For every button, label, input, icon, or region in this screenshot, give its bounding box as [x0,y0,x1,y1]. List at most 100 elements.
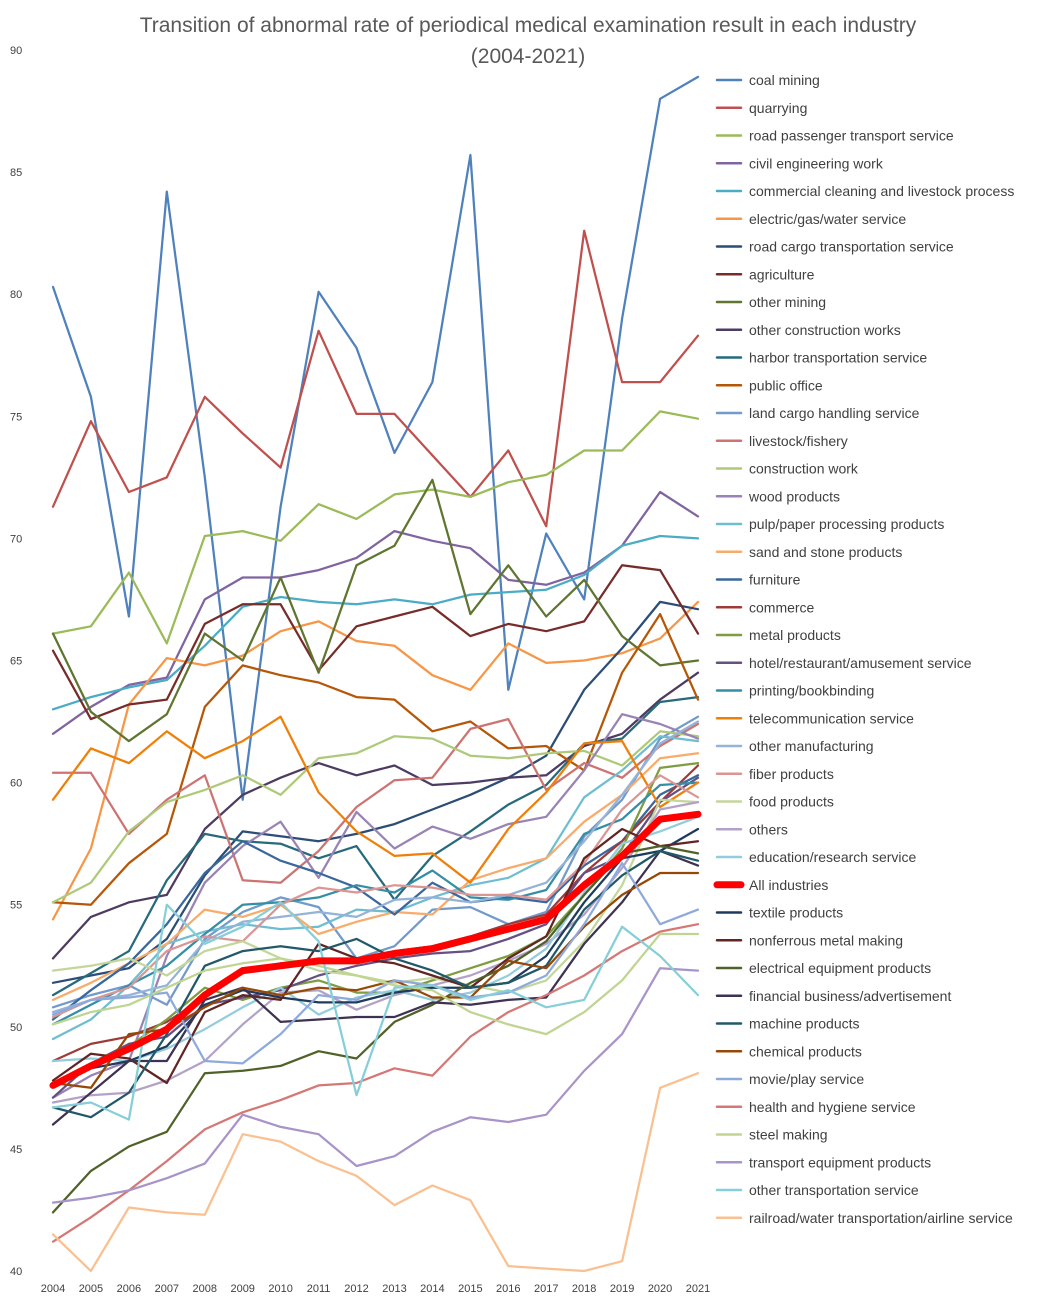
series-line [51,774,700,1021]
legend-entry: other manufacturing [749,738,874,754]
y-tick-label: 55 [10,900,22,912]
legend-entry: movie/play service [749,1071,864,1087]
x-tick-label: 2008 [193,1283,217,1295]
series-line [51,967,700,1204]
legend-entry: railroad/water transportation/airline se… [749,1210,1013,1226]
legend-entry: road cargo transportation service [749,239,954,255]
legend-entry: printing/bookbinding [749,683,874,699]
y-tick-label: 50 [10,1022,22,1034]
y-tick-label: 85 [10,167,22,179]
y-tick-label: 80 [10,289,22,301]
legend-entry: commercial cleaning and livestock proces… [749,183,1014,199]
legend-entry: harbor transportation service [749,350,927,366]
series-line [51,715,700,884]
legend-entry: public office [749,377,823,393]
x-tick-label: 2015 [458,1283,482,1295]
legend-entry: other mining [749,294,826,310]
legend-entry: quarrying [749,100,807,116]
y-axis-tick-labels: 40 45 50 55 60 65 70 75 80 85 90 [10,45,22,1278]
x-axis-tick-labels: 2004 2005 2006 2007 2008 2009 2010 2011 2012 2013… [41,1283,710,1295]
x-tick-label: 2013 [382,1283,406,1295]
legend-entry: nonferrous metal making [749,932,903,948]
legend-entry: furniture [749,572,801,588]
legend-entry: fiber products [749,766,834,782]
x-tick-label: 2007 [155,1283,179,1295]
legend-entry: health and hygiene service [749,1099,916,1115]
series-line [51,827,700,1085]
legend-entry: livestock/fishery [749,433,848,449]
series-line [49,810,702,1089]
series-line [51,730,700,904]
legend-entry: chemical products [749,1043,862,1059]
series-line [51,715,700,1009]
chart-title: Transition of abnormal rate of periodica… [140,14,917,37]
y-tick-label: 90 [10,45,22,57]
legend-entry: hotel/restaurant/amusement service [749,655,972,671]
legend-entry: financial business/advertisement [749,988,951,1004]
x-tick-label: 2005 [79,1283,103,1295]
series-line [51,1072,700,1273]
x-tick-label: 2009 [230,1283,254,1295]
x-tick-label: 2006 [117,1283,141,1295]
y-tick-label: 45 [10,1144,22,1156]
legend-entry: civil engineering work [749,155,884,171]
legend-entry: road passenger transport service [749,128,954,144]
legend-entry: metal products [749,627,841,643]
y-tick-label: 65 [10,656,22,668]
legend-entry: food products [749,794,834,810]
legend-entry: electrical equipment products [749,960,931,976]
series-line [51,478,700,743]
series-line [51,720,700,1014]
legend-entry: steel making [749,1127,828,1143]
legend-entry: wood products [748,488,840,504]
x-tick-label: 2021 [686,1283,710,1295]
legend: coal mining quarrying road passenger trans… [713,72,1014,1226]
x-tick-label: 2018 [572,1283,596,1295]
series-line [51,827,700,1085]
series-lines [49,75,702,1273]
legend-entry: agriculture [749,266,815,282]
y-tick-label: 75 [10,411,22,423]
legend-entry: land cargo handling service [749,405,920,421]
legend-entry: coal mining [749,72,820,88]
series-line [51,717,700,884]
series-line [51,735,700,1041]
series-line [51,901,700,1121]
x-tick-label: 2011 [307,1283,331,1295]
series-line [51,75,700,801]
legend-entry: electric/gas/water service [749,211,906,227]
series-line [51,776,700,1099]
legend-entry: pulp/paper processing products [749,516,944,532]
x-tick-label: 2012 [344,1283,368,1295]
legend-entry: others [749,821,788,837]
legend-entry: commerce [749,599,815,615]
series-line [51,800,700,1104]
legend-entry: machine products [749,1016,860,1032]
x-tick-label: 2004 [41,1283,65,1295]
series-line [51,752,700,1002]
chart-subtitle: (2004-2021) [471,45,585,68]
series-line [51,410,700,645]
series-line [51,564,700,721]
series-line [51,534,700,711]
x-tick-label: 2019 [610,1283,634,1295]
y-tick-label: 40 [10,1266,22,1278]
x-tick-label: 2010 [268,1283,292,1295]
series-line [51,862,700,1065]
series-line [51,600,700,921]
series-line [51,932,700,1036]
series-line [51,798,700,994]
legend-entry: textile products [749,905,843,921]
legend-entry: education/research service [749,849,917,865]
x-tick-label: 2014 [420,1283,444,1295]
legend-entry: other construction works [749,322,901,338]
legend-entry: construction work [749,461,859,477]
series-line [51,849,700,1126]
legend-entry: All industries [749,877,828,893]
x-tick-label: 2020 [648,1283,672,1295]
series-line [51,923,700,1243]
y-tick-label: 70 [10,533,22,545]
x-tick-label: 2017 [534,1283,558,1295]
